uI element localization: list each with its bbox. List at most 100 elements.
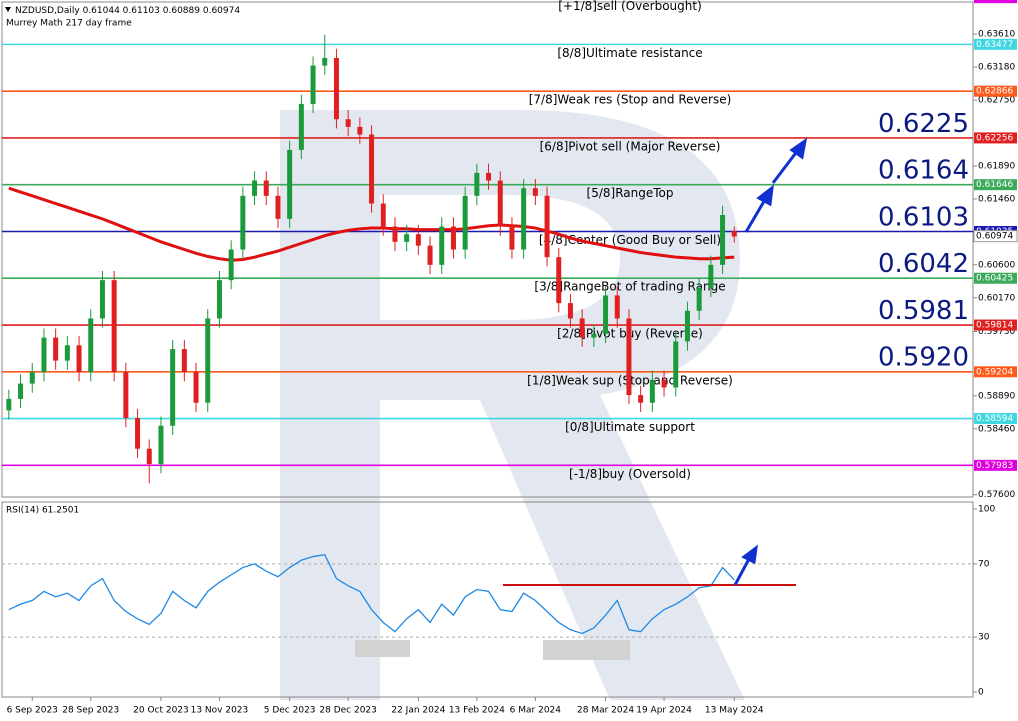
- price-tag: [974, 85, 1017, 97]
- y-tick-label: 0.58890: [978, 391, 1015, 401]
- arrowhead: [756, 184, 774, 207]
- candle-body: [579, 318, 585, 338]
- candle-body: [193, 372, 199, 403]
- candle-body: [415, 234, 421, 246]
- candle-body: [427, 245, 433, 265]
- candle-body: [64, 345, 70, 361]
- y-tick-label: 0.60600: [978, 260, 1015, 270]
- close: 0.60974: [203, 6, 240, 16]
- candle-body: [720, 215, 726, 265]
- level-label: [0/8]Ultimate support: [565, 420, 695, 434]
- candle-body: [298, 103, 304, 150]
- candle-body: [123, 372, 129, 419]
- y-tick-label: 0.61460: [978, 194, 1015, 204]
- candle-body: [392, 226, 398, 242]
- candle-body: [240, 195, 246, 250]
- candle-body: [111, 280, 117, 373]
- candle-body: [263, 180, 269, 196]
- level-label: [+1/8]sell (Overbought): [558, 0, 702, 13]
- highlight-box: [543, 640, 630, 660]
- candle-body: [462, 195, 468, 250]
- candle-body: [345, 119, 351, 127]
- rsi-pane: [1, 501, 974, 698]
- candle-body: [158, 425, 164, 465]
- candle-body: [252, 180, 258, 196]
- last-price-label: 0.60974: [976, 232, 1013, 242]
- candle-body: [450, 226, 456, 250]
- target-label: 0.5981: [878, 296, 969, 326]
- candle-body: [41, 337, 47, 373]
- last-price-tag: [973, 230, 1018, 243]
- open: 0.61044: [83, 6, 120, 16]
- x-tick-label: 13 Feb 2024: [449, 706, 505, 716]
- price-tag-label: 0.58594: [976, 414, 1013, 424]
- candle-body: [18, 383, 24, 399]
- moving-average: [8, 186, 735, 262]
- price-tag: [974, 38, 1017, 50]
- candle-body: [135, 418, 141, 449]
- x-tick-label: 13 May 2024: [705, 706, 764, 716]
- candle-body: [29, 372, 35, 384]
- candle-body: [439, 226, 445, 265]
- arrowhead: [741, 544, 758, 565]
- y-tick-label: 0.57600: [978, 490, 1015, 500]
- price-tag-label: 0.60425: [976, 274, 1013, 284]
- y-tick-label: 0.63610: [978, 30, 1015, 40]
- level-label: [7/8]Weak res (Stop and Reverse): [529, 93, 732, 107]
- candle-body: [649, 379, 655, 403]
- candle-body: [310, 65, 316, 104]
- price-tag: [974, 272, 1017, 284]
- candle-body: [731, 231, 737, 237]
- candle-body: [357, 126, 363, 135]
- chart-header: NZDUSD,Daily 0.61044 0.61103 0.60889 0.6…: [15, 6, 240, 16]
- y-tick-label: 0.63180: [978, 63, 1015, 73]
- y-tick-label: 0.62750: [978, 96, 1015, 106]
- target-label: 0.6103: [878, 202, 969, 232]
- candle-body: [497, 180, 503, 227]
- y-tick-label: 0.61890: [978, 161, 1015, 171]
- candle-body: [170, 349, 176, 426]
- candle-body: [228, 249, 234, 281]
- candle-body: [216, 280, 222, 319]
- target-label: 0.6164: [878, 156, 969, 186]
- x-tick-label: 22 Jan 2024: [391, 706, 445, 716]
- x-tick-label: 19 Apr 2024: [636, 706, 692, 716]
- candle-body: [369, 134, 375, 204]
- high: 0.61103: [123, 6, 160, 16]
- candle-body: [544, 195, 550, 258]
- price-tag-label: 0.57983: [976, 461, 1013, 471]
- price-tag: [974, 0, 1017, 4]
- candle-body: [474, 172, 480, 196]
- arrow: [744, 197, 768, 233]
- candle-body: [486, 172, 492, 181]
- candle-body: [99, 280, 105, 319]
- y-tick-label: 0: [978, 688, 984, 698]
- target-label: 0.6042: [878, 249, 969, 279]
- price-tag: [974, 179, 1017, 191]
- price-tag: [974, 366, 1017, 378]
- price-tag-label: 0.59204: [976, 367, 1013, 377]
- candle-body: [76, 345, 82, 373]
- candle-body: [205, 318, 211, 403]
- price-pane: [1, 1, 974, 498]
- price-tag: [974, 319, 1017, 331]
- arrow: [733, 556, 752, 586]
- watermark: [280, 110, 745, 700]
- annotations: [503, 137, 808, 586]
- x-tick-label: 28 Dec 2023: [319, 706, 377, 716]
- candle-body: [603, 295, 609, 334]
- candle-body: [684, 310, 690, 342]
- price-tag: [974, 459, 1017, 471]
- candle-body: [661, 379, 667, 388]
- price-tag: [974, 413, 1017, 425]
- candle-body: [638, 395, 644, 403]
- candle-body: [696, 287, 702, 311]
- low: 0.60889: [163, 6, 200, 16]
- x-tick-label: 6 Mar 2024: [510, 706, 562, 716]
- level-label: [6/8]Pivot sell (Major Reverse): [540, 139, 721, 153]
- price-tag-label: 0.62866: [976, 87, 1013, 97]
- x-tick-label: 5 Dec 2023: [264, 706, 316, 716]
- arrow: [771, 149, 800, 184]
